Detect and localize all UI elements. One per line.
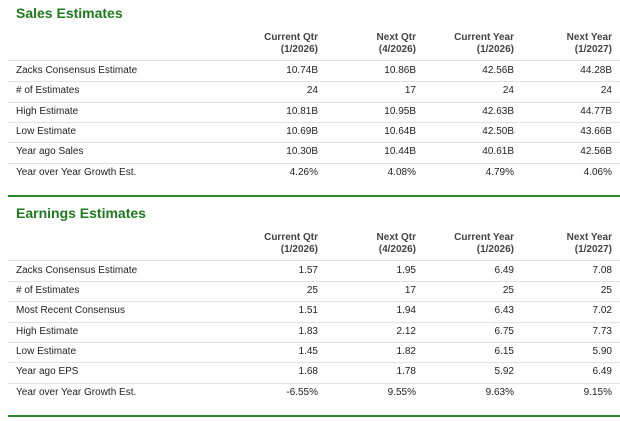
- column-header: Next Qtr: [376, 32, 416, 43]
- column-header: (4/2026): [378, 44, 416, 55]
- cell-value: 25: [502, 285, 514, 297]
- row-label: Most Recent Consensus: [16, 305, 125, 317]
- row-label: Low Estimate: [16, 125, 77, 137]
- column-header: (1/2027): [574, 243, 612, 255]
- row-label: Zacks Consensus Estimate: [16, 264, 138, 276]
- cell-value: 7.02: [592, 305, 612, 317]
- cell-value: 6.43: [494, 305, 514, 317]
- cell-value: 5.90: [592, 346, 612, 357]
- cell-value: 1.51: [298, 305, 318, 317]
- cell-value: 1.94: [396, 305, 416, 317]
- cell-value: 6.75: [494, 325, 514, 337]
- row-rule: [8, 382, 620, 384]
- cell-value: 25: [306, 285, 318, 297]
- cell-value: -6.55%: [286, 386, 318, 398]
- row-rule: [8, 121, 620, 123]
- row-label: Year over Year Growth Est.: [16, 166, 137, 178]
- column-header: (1/2026): [280, 44, 318, 55]
- column-header: (1/2026): [476, 44, 514, 55]
- row-rule: [8, 81, 620, 83]
- section-rule: [8, 194, 620, 197]
- cell-value: 2.12: [396, 325, 416, 337]
- cell-value: 1.45: [298, 346, 318, 357]
- cell-value: 9.55%: [387, 386, 416, 398]
- cell-value: 17: [404, 85, 416, 97]
- row-rule: [8, 362, 620, 364]
- row-rule: [8, 321, 620, 323]
- header-rule: [8, 60, 620, 61]
- cell-value: 1.95: [396, 264, 416, 276]
- row-label: High Estimate: [16, 325, 79, 337]
- column-header: (1/2026): [476, 243, 514, 255]
- cell-value: 4.79%: [485, 166, 514, 178]
- cell-value: 10.69B: [286, 125, 318, 137]
- cell-value: 40.61B: [482, 146, 514, 158]
- row-rule: [8, 281, 620, 283]
- cell-value: 9.63%: [485, 386, 514, 398]
- section-rule: [8, 414, 620, 417]
- cell-value: 10.74B: [286, 65, 318, 76]
- column-header: (1/2027): [574, 44, 612, 55]
- cell-value: 25: [600, 285, 612, 297]
- column-header: Current Year: [454, 231, 514, 243]
- cell-value: 10.81B: [286, 105, 318, 117]
- cell-value: 7.73: [592, 325, 612, 337]
- column-header: Next Qtr: [376, 231, 416, 243]
- column-header: Next Year: [566, 32, 612, 43]
- cell-value: 6.49: [494, 264, 514, 276]
- row-rule: [8, 342, 620, 343]
- row-rule: [8, 101, 620, 103]
- row-label: Zacks Consensus Estimate: [16, 65, 138, 76]
- section-title: Earnings Estimates: [16, 204, 146, 221]
- cell-value: 24: [600, 85, 612, 97]
- cell-value: 44.28B: [580, 65, 612, 76]
- row-rule: [8, 142, 620, 144]
- header-rule: [8, 259, 620, 261]
- cell-value: 24: [502, 85, 514, 97]
- cell-value: 42.50B: [482, 125, 514, 137]
- cell-value: 1.82: [396, 346, 416, 357]
- cell-value: 10.30B: [286, 146, 318, 158]
- cell-value: 10.86B: [384, 65, 416, 76]
- column-header: (1/2026): [280, 243, 318, 255]
- row-label: Year ago EPS: [16, 366, 79, 378]
- cell-value: 43.66B: [580, 125, 612, 137]
- section-title: Sales Estimates: [16, 5, 123, 21]
- column-header: (4/2026): [378, 243, 416, 255]
- cell-value: 6.15: [494, 346, 514, 357]
- cell-value: 6.49: [592, 366, 612, 378]
- row-label: Year ago Sales: [16, 146, 84, 158]
- cell-value: 4.26%: [289, 166, 318, 178]
- column-header: Current Year: [454, 32, 514, 43]
- cell-value: 5.92: [494, 366, 514, 378]
- cell-value: 10.64B: [384, 125, 416, 137]
- cell-value: 9.15%: [583, 386, 612, 398]
- cell-value: 7.08: [592, 264, 612, 276]
- cell-value: 44.77B: [580, 105, 612, 117]
- row-label: Low Estimate: [16, 346, 77, 357]
- cell-value: 42.63B: [482, 105, 514, 117]
- cell-value: 1.83: [298, 325, 318, 337]
- cell-value: 10.95B: [384, 105, 416, 117]
- row-label: High Estimate: [16, 105, 79, 117]
- cell-value: 42.56B: [482, 65, 514, 76]
- row-rule: [8, 162, 620, 164]
- cell-value: 1.68: [298, 366, 318, 378]
- cell-value: 42.56B: [580, 146, 612, 158]
- cell-value: 1.57: [298, 264, 318, 276]
- row-label: Year over Year Growth Est.: [16, 386, 137, 398]
- column-header: Current Qtr: [264, 231, 318, 243]
- row-rule: [8, 301, 620, 303]
- cell-value: 1.78: [396, 366, 416, 378]
- row-label: # of Estimates: [16, 85, 80, 97]
- cell-value: 4.06%: [583, 166, 612, 178]
- column-header: Current Qtr: [264, 32, 318, 43]
- row-label: # of Estimates: [16, 285, 80, 297]
- cell-value: 10.44B: [384, 146, 416, 158]
- cell-value: 24: [306, 85, 318, 97]
- cell-value: 4.08%: [387, 166, 416, 178]
- cell-value: 17: [404, 285, 416, 297]
- column-header: Next Year: [566, 231, 612, 243]
